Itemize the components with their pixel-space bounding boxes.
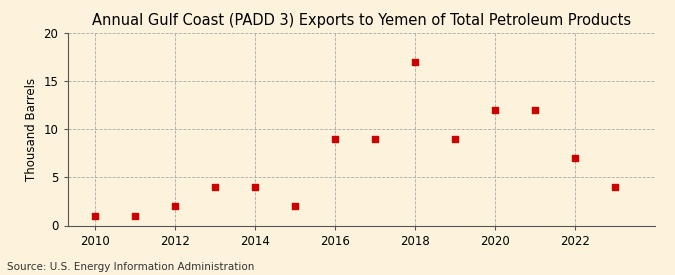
Y-axis label: Thousand Barrels: Thousand Barrels (25, 78, 38, 181)
Point (130, 214, 141, 218)
Point (529, 108, 540, 112)
Point (210, 185, 221, 189)
Point (90, 214, 101, 218)
Point (489, 108, 500, 112)
Point (330, 137, 341, 141)
Point (290, 204, 300, 208)
Point (250, 185, 261, 189)
Title: Annual Gulf Coast (PADD 3) Exports to Yemen of Total Petroleum Products: Annual Gulf Coast (PADD 3) Exports to Ye… (92, 13, 630, 28)
Point (410, 60, 421, 64)
Point (370, 137, 381, 141)
Point (570, 156, 580, 160)
Point (610, 185, 620, 189)
Point (450, 137, 460, 141)
Point (170, 204, 181, 208)
Text: Source: U.S. Energy Information Administration: Source: U.S. Energy Information Administ… (7, 262, 254, 272)
